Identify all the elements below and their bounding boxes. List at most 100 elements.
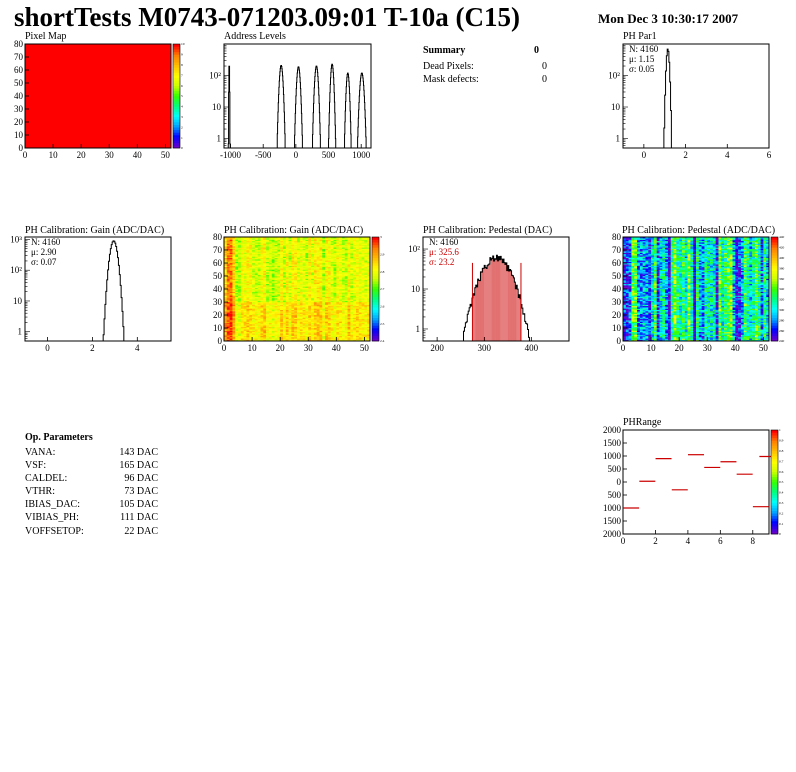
heatmap-cell	[735, 335, 739, 338]
heatmap-cell	[243, 294, 247, 296]
heatmap-cell	[330, 308, 334, 310]
heatmap-cell	[344, 277, 348, 279]
heatmap-cell	[271, 279, 275, 282]
heatmap-cell	[316, 299, 320, 301]
heatmap-cell	[311, 252, 315, 255]
heatmap-cell	[358, 256, 362, 258]
colorbar-segment	[173, 145, 180, 149]
heatmap-cell	[347, 286, 351, 288]
heatmap-cell	[282, 311, 286, 313]
heatmap-cell	[277, 339, 281, 342]
heatmap-cell	[339, 251, 343, 253]
heatmap-cell	[350, 287, 354, 290]
heatmap-cell	[319, 299, 323, 301]
heatmap-cell	[266, 265, 270, 268]
heatmap-cell	[358, 299, 362, 301]
heatmap-cell	[361, 273, 365, 275]
heatmap-cell	[361, 304, 365, 307]
heatmap-cell	[263, 237, 267, 239]
heatmap-cell	[260, 238, 264, 240]
heatmap-cell	[297, 264, 301, 266]
heatmap-cell	[280, 326, 284, 329]
heatmap-cell	[268, 337, 272, 339]
heatmap-cell	[285, 338, 289, 340]
heatmap-cell	[358, 295, 362, 297]
heatmap-cell	[766, 339, 770, 342]
heatmap-cell	[291, 298, 295, 300]
heatmap-cell	[229, 253, 233, 256]
heatmap-cell	[302, 282, 306, 284]
heatmap-cell	[763, 337, 767, 339]
heatmap-cell	[339, 263, 343, 265]
heatmap-cell	[353, 331, 357, 334]
heatmap-cell	[291, 294, 295, 296]
heatmap-cell	[282, 337, 286, 339]
heatmap-cell	[344, 257, 348, 260]
heatmap-cell	[257, 322, 261, 325]
heatmap-cell	[299, 282, 303, 284]
heatmap-cell	[285, 283, 289, 286]
heatmap-cell	[249, 292, 253, 295]
heatmap-cell	[322, 276, 326, 278]
y-tick-label: 80	[14, 39, 24, 49]
heatmap-cell	[648, 331, 652, 334]
heatmap-cell	[358, 302, 362, 304]
heatmap-cell	[232, 268, 236, 270]
heatmap-cell	[282, 287, 286, 290]
heatmap-cell	[229, 286, 233, 288]
heatmap-cell	[268, 335, 272, 338]
heatmap-cell	[347, 303, 351, 305]
heatmap-cell	[238, 302, 242, 304]
heatmap-cell	[274, 300, 278, 303]
heatmap-cell	[311, 291, 315, 294]
heatmap-cell	[325, 238, 329, 240]
heatmap-cell	[249, 272, 253, 274]
heatmap-cell	[355, 266, 359, 269]
heatmap-cell	[353, 259, 357, 261]
heatmap-cell	[294, 246, 298, 248]
colorbar-segment	[372, 270, 379, 274]
heatmap-cell	[238, 240, 242, 243]
heatmap-cell	[294, 257, 298, 260]
heatmap-cell	[350, 292, 354, 295]
heatmap-cell	[757, 337, 761, 339]
heatmap-cell	[224, 252, 228, 255]
heatmap-cell	[277, 294, 281, 296]
heatmap-cell	[266, 316, 270, 318]
heatmap-cell	[698, 335, 702, 338]
heatmap-cell	[294, 277, 298, 279]
heatmap-cell	[628, 331, 632, 334]
heatmap-cell	[294, 269, 298, 271]
heatmap-cell	[263, 313, 267, 316]
heatmap-cell	[681, 337, 685, 339]
heatmap-cell	[327, 273, 331, 275]
heatmap-cell	[625, 337, 629, 339]
heatmap-cell	[268, 338, 272, 340]
heatmap-cell	[313, 265, 317, 268]
heatmap-cell	[336, 277, 340, 279]
heatmap-cell	[282, 308, 286, 310]
heatmap-cell	[299, 313, 303, 316]
heatmap-cell	[257, 333, 261, 335]
heatmap-cell	[268, 308, 272, 310]
heatmap-cell	[274, 253, 278, 256]
heatmap-cell	[268, 311, 272, 313]
heatmap-cell	[311, 329, 315, 331]
heatmap-cell	[322, 311, 326, 313]
heatmap-cell	[299, 283, 303, 286]
heatmap-cell	[341, 240, 345, 243]
heatmap-cell	[254, 266, 258, 269]
heatmap-cell	[696, 335, 700, 338]
heatmap-cell	[285, 244, 289, 247]
heatmap-cell	[308, 326, 312, 329]
heatmap-cell	[667, 338, 671, 340]
heatmap-cell	[339, 330, 343, 333]
heatmap-cell	[735, 333, 739, 335]
heatmap-cell	[288, 279, 292, 282]
heatmap-cell	[353, 257, 357, 260]
heatmap-cell	[229, 250, 233, 252]
gain-map-chart: PH Calibration: Gain (ADC/DAC)0 10 20 30 40 5…	[213, 225, 385, 353]
heatmap-cell	[350, 289, 354, 291]
colorbar-segment	[173, 80, 180, 84]
heatmap-cell	[325, 244, 329, 247]
